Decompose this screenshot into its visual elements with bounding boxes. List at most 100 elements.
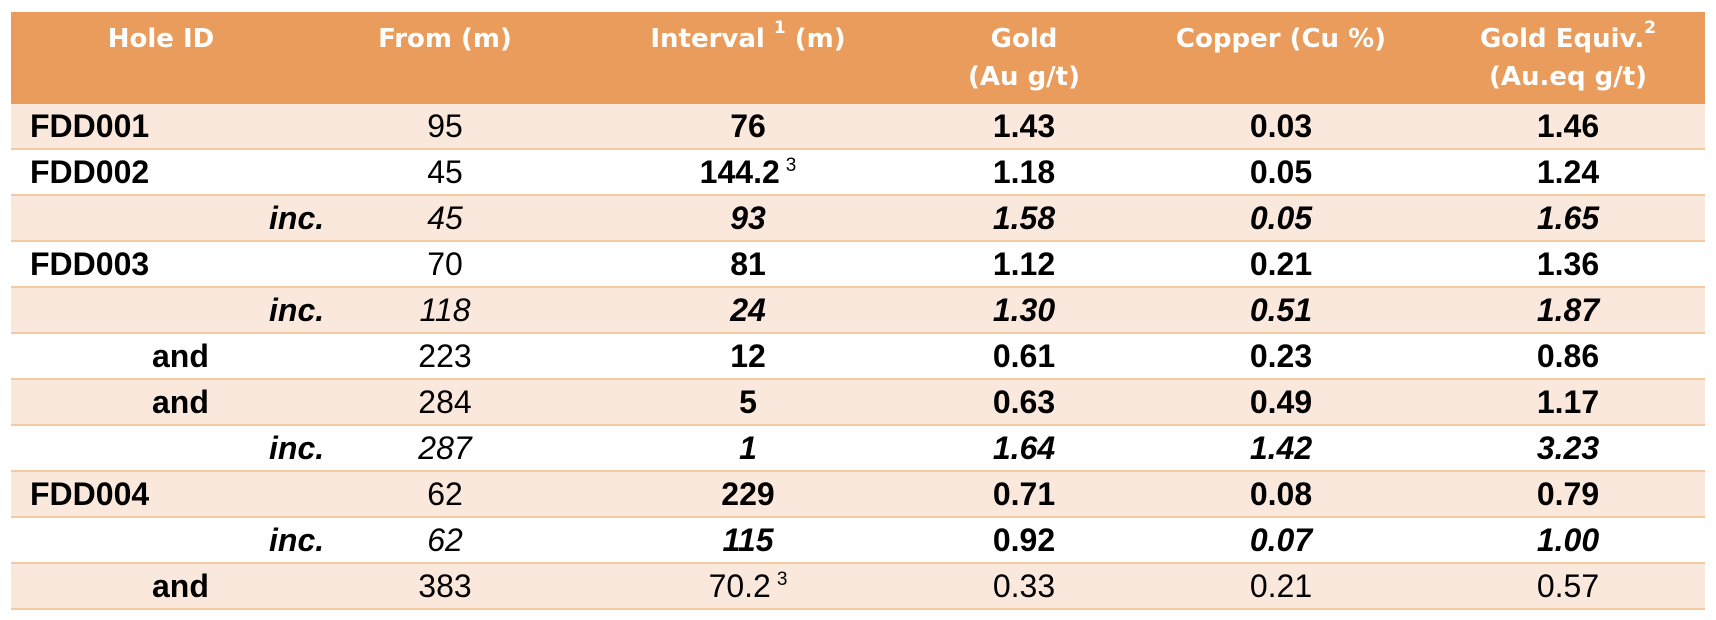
gold-equiv-cell-value: 1.36 bbox=[1536, 245, 1600, 282]
copper-cell-value: 0.51 bbox=[1249, 291, 1313, 328]
interval-cell: 229 bbox=[579, 476, 917, 513]
gold-equiv-cell-value: 1.24 bbox=[1536, 153, 1600, 190]
gold-equiv-cell: 1.87 bbox=[1431, 292, 1705, 329]
interval-cell-value: 81 bbox=[730, 245, 766, 282]
gold-cell: 1.43 bbox=[917, 108, 1131, 145]
interval-cell-value: 5 bbox=[739, 383, 757, 420]
from-cell: 383 bbox=[311, 568, 579, 605]
header-label: Hole ID bbox=[108, 20, 214, 58]
hole-id-cell-value: FDD002 bbox=[30, 153, 150, 190]
header-from: From (m) bbox=[311, 12, 579, 104]
gold-cell-value: 1.64 bbox=[992, 429, 1056, 466]
header-subtitle: (Au.eq g/t) bbox=[1488, 62, 1648, 92]
hole-id-cell: and bbox=[11, 384, 311, 421]
interval-cell-value: 115 bbox=[722, 521, 774, 558]
hole-id-cell: inc. bbox=[11, 292, 324, 329]
hole-id-cell-value: inc. bbox=[269, 429, 325, 466]
gold-equiv-cell-value: 1.87 bbox=[1536, 291, 1600, 328]
table-row: and 223 12 0.61 0.23 0.86 bbox=[11, 334, 1705, 380]
hole-id-cell: FDD004 bbox=[11, 476, 311, 513]
interval-cell: 12 bbox=[579, 338, 917, 375]
hole-id-cell-value: FDD004 bbox=[30, 475, 150, 512]
table-row: inc. 118 24 1.30 0.51 1.87 bbox=[11, 288, 1705, 334]
gold-equiv-cell: 0.86 bbox=[1431, 338, 1705, 375]
copper-cell: 0.21 bbox=[1131, 568, 1431, 605]
interval-cell: 5 bbox=[579, 384, 917, 421]
interval-cell: 76 bbox=[579, 108, 917, 145]
gold-cell: 0.92 bbox=[917, 522, 1131, 559]
hole-id-cell-value: and bbox=[152, 567, 209, 604]
gold-equiv-cell: 1.00 bbox=[1431, 522, 1705, 559]
gold-cell: 1.12 bbox=[917, 246, 1131, 283]
gold-equiv-cell: 1.17 bbox=[1431, 384, 1705, 421]
table-row: and 284 5 0.63 0.49 1.17 bbox=[11, 380, 1705, 426]
interval-cell-value: 70.2 bbox=[708, 567, 771, 604]
gold-equiv-cell: 1.65 bbox=[1431, 200, 1705, 237]
copper-cell-value: 0.08 bbox=[1249, 475, 1313, 512]
gold-equiv-cell-value: 1.46 bbox=[1536, 107, 1600, 144]
gold-cell-value: 1.18 bbox=[992, 153, 1056, 190]
gold-equiv-cell-value: 0.79 bbox=[1536, 475, 1600, 512]
header-gold: Gold (Au g/t) bbox=[917, 12, 1131, 104]
gold-cell: 1.58 bbox=[917, 200, 1131, 237]
gold-equiv-cell-value: 0.86 bbox=[1536, 337, 1600, 374]
copper-cell-value: 0.23 bbox=[1249, 337, 1313, 374]
from-cell: 223 bbox=[311, 338, 579, 375]
table-row: FDD002 45 144.2 3 1.18 0.05 1.24 bbox=[11, 150, 1705, 196]
gold-cell: 0.71 bbox=[917, 476, 1131, 513]
from-cell: 95 bbox=[311, 108, 579, 145]
copper-cell: 0.49 bbox=[1131, 384, 1431, 421]
interval-cell: 81 bbox=[579, 246, 917, 283]
gold-cell: 1.64 bbox=[917, 430, 1131, 467]
from-cell: 45 bbox=[311, 154, 579, 191]
table-row: inc. 287 1 1.64 1.42 3.23 bbox=[11, 426, 1705, 472]
copper-cell: 0.08 bbox=[1131, 476, 1431, 513]
gold-equiv-cell-value: 1.17 bbox=[1536, 383, 1600, 420]
copper-cell-value: 0.21 bbox=[1249, 567, 1313, 604]
header-text: From (m) bbox=[378, 24, 512, 54]
gold-equiv-cell: 3.23 bbox=[1431, 430, 1705, 467]
header-subtitle: (Au g/t) bbox=[968, 62, 1080, 92]
assay-results-table: Hole ID From (m) Interval 1 (m) Gold (Au g/t… bbox=[11, 12, 1705, 610]
from-cell: 118 bbox=[311, 292, 579, 329]
gold-cell-value: 1.12 bbox=[992, 245, 1056, 282]
header-text: Gold bbox=[990, 24, 1058, 54]
interval-cell-value: 229 bbox=[721, 475, 775, 512]
footnote-marker: 3 bbox=[785, 154, 797, 176]
hole-id-cell: and bbox=[11, 568, 311, 605]
gold-equiv-cell-value: 1.65 bbox=[1536, 199, 1600, 236]
from-cell-value: 70 bbox=[427, 245, 463, 282]
gold-cell: 1.30 bbox=[917, 292, 1131, 329]
header-label: Copper (Cu %) bbox=[1176, 20, 1386, 58]
interval-cell: 1 bbox=[579, 430, 917, 467]
copper-cell: 0.23 bbox=[1131, 338, 1431, 375]
from-cell: 62 bbox=[311, 522, 579, 559]
header-gold-equiv: Gold Equiv.2 (Au.eq g/t) bbox=[1431, 12, 1705, 104]
gold-equiv-cell: 1.46 bbox=[1431, 108, 1705, 145]
hole-id-cell: inc. bbox=[11, 522, 324, 559]
hole-id-cell-value: inc. bbox=[269, 291, 325, 328]
footnote-marker: 2 bbox=[1644, 18, 1657, 39]
gold-cell-value: 0.33 bbox=[992, 567, 1056, 604]
interval-cell: 144.2 3 bbox=[579, 154, 917, 191]
copper-cell-value: 0.21 bbox=[1249, 245, 1313, 282]
copper-cell: 0.07 bbox=[1131, 522, 1431, 559]
gold-cell-value: 1.58 bbox=[992, 199, 1056, 236]
from-cell-value: 284 bbox=[418, 383, 472, 420]
interval-cell-value: 76 bbox=[730, 107, 766, 144]
header-label: Interval 1 (m) bbox=[650, 20, 845, 58]
interval-cell: 24 bbox=[579, 292, 917, 329]
header-label: Gold Equiv.2 bbox=[1480, 20, 1656, 58]
gold-equiv-cell-value: 3.23 bbox=[1536, 429, 1600, 466]
interval-cell: 93 bbox=[579, 200, 917, 237]
copper-cell-value: 1.42 bbox=[1249, 429, 1313, 466]
gold-cell-value: 1.43 bbox=[992, 107, 1056, 144]
gold-equiv-cell: 0.57 bbox=[1431, 568, 1705, 605]
interval-cell-value: 12 bbox=[730, 337, 766, 374]
header-text: Gold Equiv. bbox=[1479, 24, 1645, 54]
header-text: Interval bbox=[650, 24, 774, 54]
from-cell-value: 95 bbox=[427, 107, 463, 144]
hole-id-cell-value: FDD001 bbox=[30, 107, 150, 144]
gold-cell-value: 1.30 bbox=[992, 291, 1056, 328]
table-row: FDD003 70 81 1.12 0.21 1.36 bbox=[11, 242, 1705, 288]
